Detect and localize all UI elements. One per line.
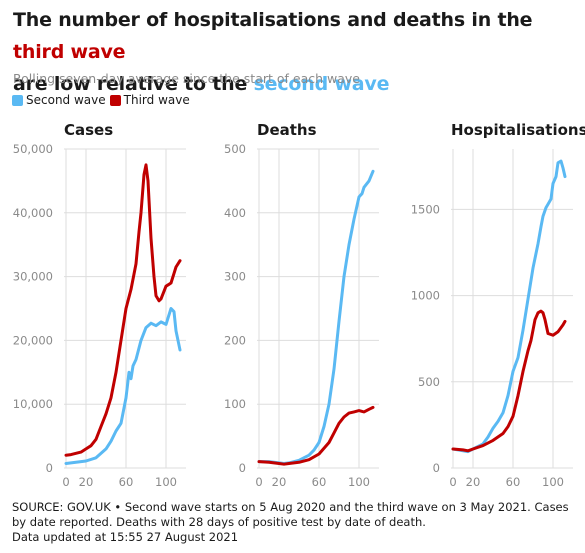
- legend-item-second-wave: Second wave: [12, 93, 106, 107]
- y-tick-label-hospitalisations: 0: [433, 461, 440, 475]
- y-tick-label-cases: 10,000: [13, 397, 53, 411]
- panel-title-deaths: Deaths: [257, 121, 317, 139]
- y-tick-label-hospitalisations: 1500: [411, 202, 440, 216]
- y-tick-label-deaths: 400: [224, 206, 246, 220]
- panel-title-cases: Cases: [64, 121, 113, 139]
- updated-note: Data updated at 15:55 27 August 2021: [12, 530, 239, 544]
- legend-label-second-wave: Second wave: [26, 93, 106, 107]
- y-tick-label-cases: 0: [46, 461, 53, 475]
- legend-swatch-third-wave: [109, 94, 121, 106]
- x-tick-label-hospitalisations: 0: [449, 475, 456, 489]
- y-tick-label-cases: 20,000: [13, 333, 53, 347]
- series-line-second-cases: [64, 307, 182, 465]
- series-line-third-cases: [64, 163, 182, 457]
- x-tick-label-hospitalisations: 20: [466, 475, 481, 489]
- series-line-third-deaths: [257, 405, 375, 466]
- y-tick-label-hospitalisations: 500: [418, 375, 440, 389]
- x-tick-label-deaths: 0: [255, 475, 262, 489]
- title-highlight-second-wave: second wave: [253, 73, 390, 95]
- x-tick-label-hospitalisations: 60: [506, 475, 521, 489]
- panel-hospitalisations: Hospitalisations 0 500 1000 1500 0 20 60 100: [411, 121, 585, 489]
- x-tick-label-deaths: 60: [312, 475, 327, 489]
- x-tick-label-cases: 20: [79, 475, 94, 489]
- y-tick-label-cases: 30,000: [13, 270, 53, 284]
- panel-cases: Cases 0 10,000 20,000 30,000 40,000 50,000 0 20 6…: [13, 121, 186, 489]
- chart-subtitle: Rolling seven-day average since the star…: [13, 71, 360, 86]
- x-tick-label-cases: 0: [62, 475, 69, 489]
- y-tick-label-deaths: 200: [224, 333, 246, 347]
- x-tick-label-cases: 100: [155, 475, 177, 489]
- series-line-second-hospitalisations: [451, 159, 567, 454]
- legend-swatch-second-wave: [12, 94, 23, 106]
- title-highlight-third-wave: third wave: [13, 41, 126, 63]
- title-text-2: are low relative to the: [13, 73, 248, 95]
- chart-title: The number of hospitalisations and death…: [13, 4, 583, 100]
- y-tick-label-deaths: 500: [224, 142, 246, 156]
- y-tick-label-cases: 40,000: [13, 206, 53, 220]
- x-tick-label-deaths: 100: [348, 475, 370, 489]
- title-text-1: The number of hospitalisations and death…: [13, 9, 533, 31]
- legend: Second wave Third wave: [12, 93, 194, 107]
- source-footer: SOURCE: GOV.UK • Second wave starts on 5…: [12, 500, 582, 545]
- x-tick-label-cases: 60: [119, 475, 134, 489]
- y-tick-label-hospitalisations: 1000: [411, 289, 440, 303]
- legend-item-third-wave: Third wave: [109, 93, 190, 107]
- series-line-second-deaths: [257, 169, 375, 465]
- y-tick-label-cases: 50,000: [13, 142, 53, 156]
- y-tick-label-deaths: 0: [239, 461, 246, 475]
- panel-deaths: Deaths 0 100 200 300 400 500 0 20 60 100: [224, 121, 379, 489]
- legend-label-third-wave: Third wave: [123, 93, 190, 107]
- x-tick-label-deaths: 20: [272, 475, 287, 489]
- y-tick-label-deaths: 300: [224, 270, 246, 284]
- x-tick-label-hospitalisations: 100: [542, 475, 564, 489]
- series-line-third-hospitalisations: [451, 309, 567, 453]
- source-note: SOURCE: GOV.UK • Second wave starts on 5…: [12, 500, 569, 529]
- panel-title-hospitalisations: Hospitalisations: [451, 121, 585, 139]
- y-tick-label-deaths: 100: [224, 397, 246, 411]
- charts-area: Cases 0 10,000 20,000 30,000 40,000 50,000 0 20 6…: [13, 121, 585, 489]
